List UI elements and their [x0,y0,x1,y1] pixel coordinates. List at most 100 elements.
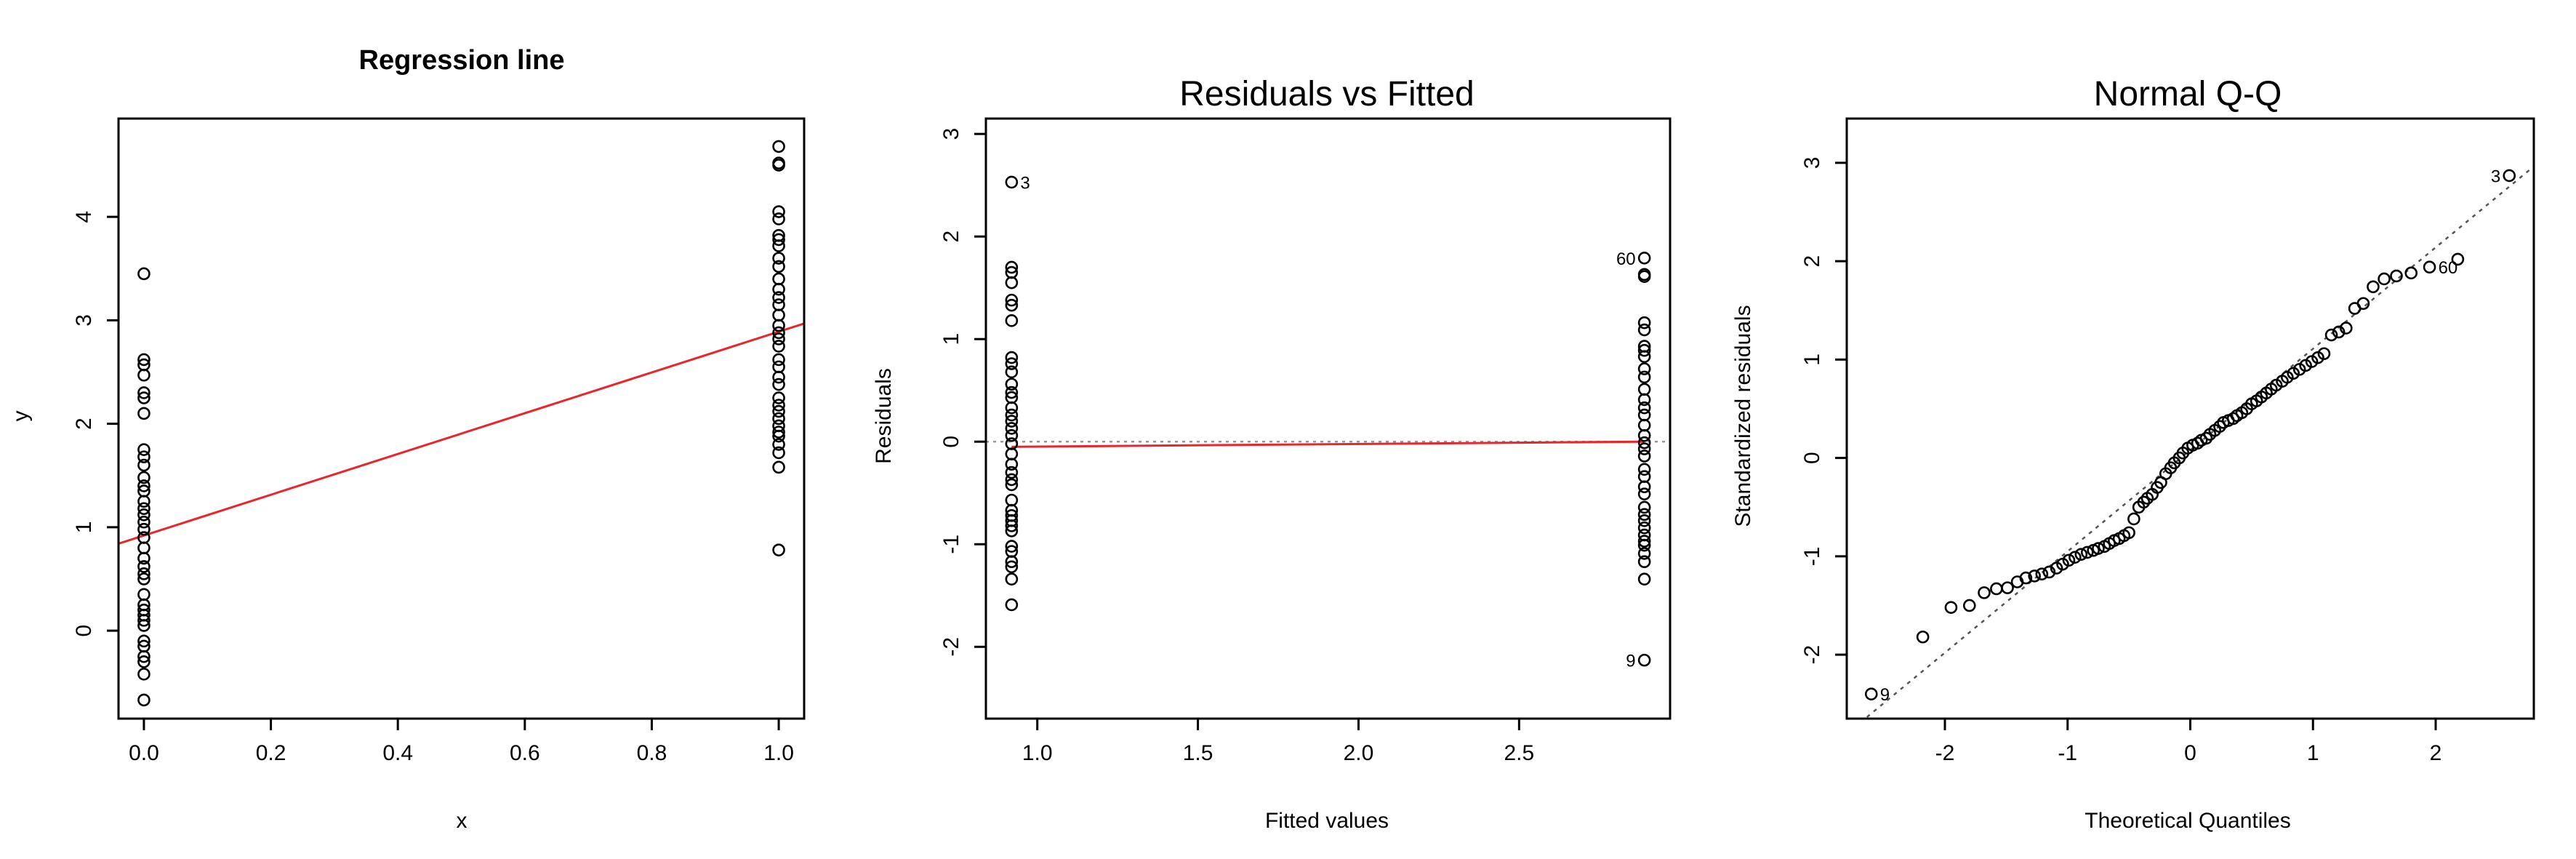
regression-point [137,619,151,632]
residuals-point [1637,251,1651,265]
qq-point [2042,565,2056,579]
regression-point [772,319,785,332]
regression-point [137,614,151,627]
residuals-point [1005,428,1019,442]
regression-point [772,291,785,304]
regression-point [772,252,785,265]
residuals-panel: Residuals vs Fitted Fitted values Residu… [872,75,1672,833]
qq-point [2074,548,2088,561]
qq-point [2028,570,2041,583]
residuals-point [1005,422,1019,435]
qq-point [1916,630,1930,644]
residuals-point [1005,365,1019,379]
residuals-point [1637,436,1651,450]
residuals-point [1637,500,1651,514]
regression-point [772,438,785,451]
regression-point [137,522,151,536]
qq-y-tick-label: -1 [1800,547,1824,567]
residuals-point [1637,393,1651,407]
regression-y-tick-label: 2 [72,417,96,430]
residuals-point [1005,493,1019,507]
residuals-point [1005,260,1019,274]
residuals-point [1637,343,1651,357]
residuals-point [1005,447,1019,460]
residuals-point [1637,450,1651,463]
regression-plot-frame [117,117,806,720]
qq-point [2001,581,2014,594]
qq-panel-ylabel: Standardized residuals [1731,305,1755,527]
qq-x-tick-label: -1 [2058,741,2077,765]
regression-point [137,541,151,555]
qq-x-tick-label: -2 [1935,741,1955,765]
residuals-point [1637,350,1651,363]
residuals-point [1637,480,1651,494]
residuals-point [1005,377,1019,391]
regression-point [772,159,785,172]
qq-y-tick-label: 2 [1800,255,1824,268]
qq-point [2332,325,2346,339]
residuals-point [1637,463,1651,476]
residuals-point [1005,473,1019,487]
qq-point [1978,586,1991,599]
qq-point [1944,601,1958,614]
residuals-x-tick-label: 2.0 [1344,741,1374,765]
qq-point [2127,512,2140,526]
regression-point [772,543,785,556]
qq-point [2404,266,2418,280]
residuals-point [1005,276,1019,289]
qq-y-tick-label: -2 [1800,645,1824,665]
residuals-point [1005,351,1019,364]
residuals-point [1637,514,1651,527]
regression-point [772,404,785,418]
qq-panel-title: Normal Q-Q [2094,75,2282,113]
residuals-x-tick-label: 1.0 [1022,741,1053,765]
qq-point [2213,420,2226,434]
regression-point [772,282,785,296]
regression-y-tick-label: 1 [72,522,96,534]
residuals-point [1637,555,1651,569]
regression-point [137,567,151,580]
residuals-point-label: 3 [1020,173,1030,193]
residuals-point [1005,401,1019,415]
residuals-point [1637,323,1651,337]
qq-point [2035,567,2049,580]
residuals-point [1637,270,1651,283]
regression-point [772,205,785,218]
residuals-point [1637,508,1651,522]
residuals-point [1637,408,1651,422]
qq-point [2324,328,2338,342]
regression-point [137,668,151,681]
residuals-point [1005,314,1019,327]
regression-point [137,551,151,565]
residuals-point [1637,487,1651,500]
regression-x-tick-label: 0.8 [637,741,667,765]
regression-point [772,239,785,252]
qq-point [2367,280,2380,294]
residuals-x-tick-label: 2.5 [1504,741,1535,765]
regression-point [772,370,785,384]
qq-point [2503,169,2516,183]
qq-point [2122,526,2135,540]
residuals-point [1005,408,1019,422]
qq-point [2340,321,2353,335]
residuals-plot-area: 1.0 1.5 2.0 2.5 -2 -1 0 1 2 3 3 60 9 [939,117,1672,765]
residuals-point [1005,540,1019,553]
qq-x-tick-label: 2 [2430,741,2442,765]
residuals-point [1637,401,1651,415]
qq-point [1990,582,2003,596]
residuals-point [1005,357,1019,370]
qq-point [2199,431,2213,445]
regression-point [137,471,151,484]
regression-line [119,322,804,545]
regression-point [137,391,151,404]
qq-point-label: 9 [1880,685,1890,705]
residuals-panel-ylabel: Residuals [872,368,896,464]
regression-point [137,368,151,382]
residuals-point [1005,298,1019,312]
regression-y-tick-label: 0 [72,625,96,637]
residuals-panel-xlabel: Fitted values [1265,809,1389,833]
residuals-point [1005,293,1019,307]
regression-point [137,386,151,399]
qq-point [2092,542,2105,555]
